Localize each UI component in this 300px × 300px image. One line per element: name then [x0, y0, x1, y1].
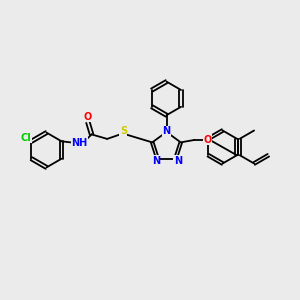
Text: NH: NH — [71, 138, 88, 148]
Text: Cl: Cl — [21, 133, 32, 143]
Text: N: N — [162, 126, 171, 136]
Text: S: S — [120, 126, 127, 136]
Text: O: O — [203, 135, 211, 145]
Text: N: N — [152, 156, 160, 166]
Text: N: N — [174, 156, 182, 166]
Text: O: O — [84, 112, 92, 122]
